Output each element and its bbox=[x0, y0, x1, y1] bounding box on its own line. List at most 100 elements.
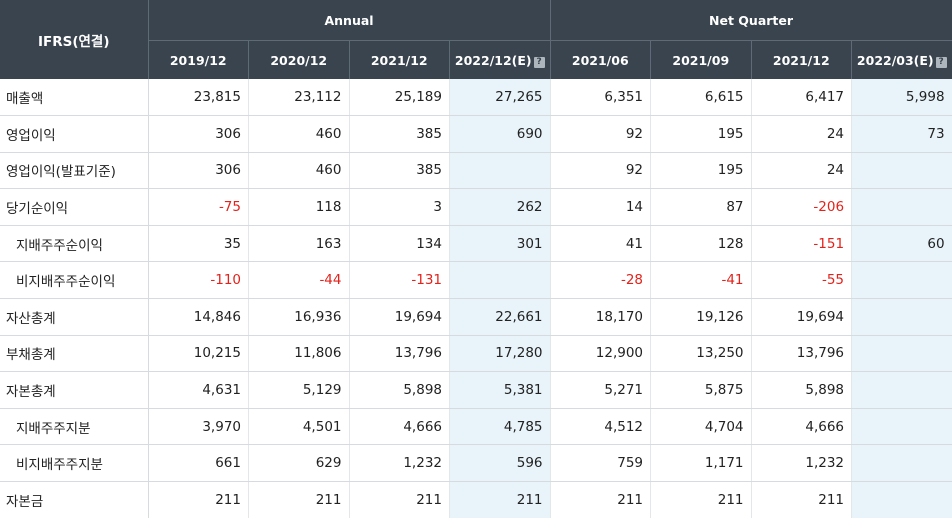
row-label: 자본총계 bbox=[0, 371, 149, 409]
table-cell: -110 bbox=[148, 261, 249, 300]
period-label: 2020/12 bbox=[270, 52, 328, 68]
row-label: 부채총계 bbox=[0, 335, 149, 373]
table-cell: 163 bbox=[248, 225, 350, 263]
table-cell: 10,215 bbox=[148, 335, 249, 373]
table-cell: 13,250 bbox=[650, 335, 752, 373]
table-cell: 4,666 bbox=[751, 408, 853, 446]
annual-group-header: Annual bbox=[148, 0, 551, 41]
table-cell: 27,265 bbox=[449, 79, 551, 117]
period-header: 2019/12 bbox=[148, 40, 249, 79]
table-cell: 5,129 bbox=[248, 371, 350, 409]
table-cell: 661 bbox=[148, 444, 249, 483]
table-row: 지배주주지분 3,970 4,501 4,666 4,785 4,512 4,704 4,66… bbox=[0, 408, 952, 446]
table-row: 당기순이익 -75 118 3 262 14 87 -206 bbox=[0, 188, 952, 226]
table-cell: 5,271 bbox=[550, 371, 652, 409]
table-cell: 35 bbox=[148, 225, 249, 263]
table-cell: 211 bbox=[550, 481, 652, 519]
period-label: 2019/12 bbox=[169, 52, 227, 68]
table-cell: 87 bbox=[650, 188, 752, 226]
table-cell: 211 bbox=[751, 481, 853, 519]
period-header-row: 2019/12 2020/12 2021/12 2022/12(E)? 2021/06 2… bbox=[0, 40, 952, 79]
table-row: 비지배주주순이익 -110 -44 -131 -28 -41 -55 bbox=[0, 261, 952, 300]
table-cell: 41 bbox=[550, 225, 652, 263]
table-cell: 19,694 bbox=[349, 298, 450, 336]
table-row: 비지배주주지분 661 629 1,232 596 759 1,171 1,232 bbox=[0, 444, 952, 483]
table-cell: 19,694 bbox=[751, 298, 853, 336]
table-cell: 5,898 bbox=[751, 371, 853, 409]
row-label: 당기순이익 bbox=[0, 188, 149, 226]
table-cell bbox=[851, 408, 952, 446]
table-cell: -75 bbox=[148, 188, 249, 226]
table-cell: 460 bbox=[248, 152, 350, 190]
period-header: 2021/12 bbox=[751, 40, 853, 79]
table-cell bbox=[851, 261, 952, 300]
table-cell: 23,815 bbox=[148, 79, 249, 117]
row-label: 지배주주순이익 bbox=[0, 225, 149, 263]
table-cell: 5,381 bbox=[449, 371, 551, 409]
row-label: 비지배주주지분 bbox=[0, 444, 149, 483]
table-cell: 211 bbox=[148, 481, 249, 519]
table-row: 부채총계 10,215 11,806 13,796 17,280 12,900 13,250… bbox=[0, 335, 952, 373]
info-icon[interactable]: ? bbox=[935, 56, 947, 68]
table-cell bbox=[851, 481, 952, 519]
table-cell: 6,615 bbox=[650, 79, 752, 117]
table-cell: 4,501 bbox=[248, 408, 350, 446]
row-label: 지배주주지분 bbox=[0, 408, 149, 446]
table-cell: 6,417 bbox=[751, 79, 853, 117]
table-cell: 118 bbox=[248, 188, 350, 226]
table-cell: 301 bbox=[449, 225, 551, 263]
table-cell: -206 bbox=[751, 188, 853, 226]
table-cell: 5,998 bbox=[851, 79, 952, 117]
table-cell: 1,171 bbox=[650, 444, 752, 483]
table-row: 자본총계 4,631 5,129 5,898 5,381 5,271 5,875 5,898 bbox=[0, 371, 952, 409]
table-cell: 385 bbox=[349, 152, 450, 190]
period-label: 2021/09 bbox=[672, 52, 730, 68]
table-cell: 19,126 bbox=[650, 298, 752, 336]
table-cell bbox=[449, 152, 551, 190]
table-cell bbox=[851, 335, 952, 373]
table-cell: 1,232 bbox=[349, 444, 450, 483]
period-header: 2022/12(E)? bbox=[449, 40, 551, 79]
row-label: 비지배주주순이익 bbox=[0, 261, 149, 300]
table-cell: 4,631 bbox=[148, 371, 249, 409]
table-cell: 306 bbox=[148, 152, 249, 190]
table-cell: 4,704 bbox=[650, 408, 752, 446]
table-cell: 211 bbox=[449, 481, 551, 519]
table-cell: 4,666 bbox=[349, 408, 450, 446]
table-cell: 4,512 bbox=[550, 408, 652, 446]
table-cell: 385 bbox=[349, 115, 450, 153]
info-icon[interactable]: ? bbox=[533, 56, 545, 68]
period-header: 2021/09 bbox=[650, 40, 752, 79]
row-label: 영업이익(발표기준) bbox=[0, 152, 149, 190]
period-header: 2020/12 bbox=[248, 40, 350, 79]
table-cell: 211 bbox=[650, 481, 752, 519]
table-cell: 73 bbox=[851, 115, 952, 153]
table-cell: 596 bbox=[449, 444, 551, 483]
period-label: 2021/06 bbox=[571, 52, 629, 68]
table-cell: 92 bbox=[550, 115, 652, 153]
table-cell: -44 bbox=[248, 261, 350, 300]
table-cell: 128 bbox=[650, 225, 752, 263]
table-row: 매출액 23,815 23,112 25,189 27,265 6,351 6,615 6,4… bbox=[0, 79, 952, 117]
table-cell: 14,846 bbox=[148, 298, 249, 336]
period-label: 2021/12 bbox=[370, 52, 428, 68]
table-cell: 92 bbox=[550, 152, 652, 190]
period-label: 2022/03(E) bbox=[856, 52, 934, 68]
period-header: 2022/03(E)? bbox=[851, 40, 952, 79]
table-cell: 195 bbox=[650, 152, 752, 190]
table-cell bbox=[851, 371, 952, 409]
table-cell: -41 bbox=[650, 261, 752, 300]
table-cell bbox=[851, 152, 952, 190]
table-cell: 5,898 bbox=[349, 371, 450, 409]
table-cell: 12,900 bbox=[550, 335, 652, 373]
table-cell: 60 bbox=[851, 225, 952, 263]
table-cell: -28 bbox=[550, 261, 652, 300]
table-row: 지배주주순이익 35 163 134 301 41 128 -151 60 bbox=[0, 225, 952, 263]
table-cell: 262 bbox=[449, 188, 551, 226]
table-cell: 25,189 bbox=[349, 79, 450, 117]
table-row: 자산총계 14,846 16,936 19,694 22,661 18,170 19,126… bbox=[0, 298, 952, 336]
table-cell: 24 bbox=[751, 152, 853, 190]
row-label: 매출액 bbox=[0, 79, 149, 117]
table-cell: -151 bbox=[751, 225, 853, 263]
